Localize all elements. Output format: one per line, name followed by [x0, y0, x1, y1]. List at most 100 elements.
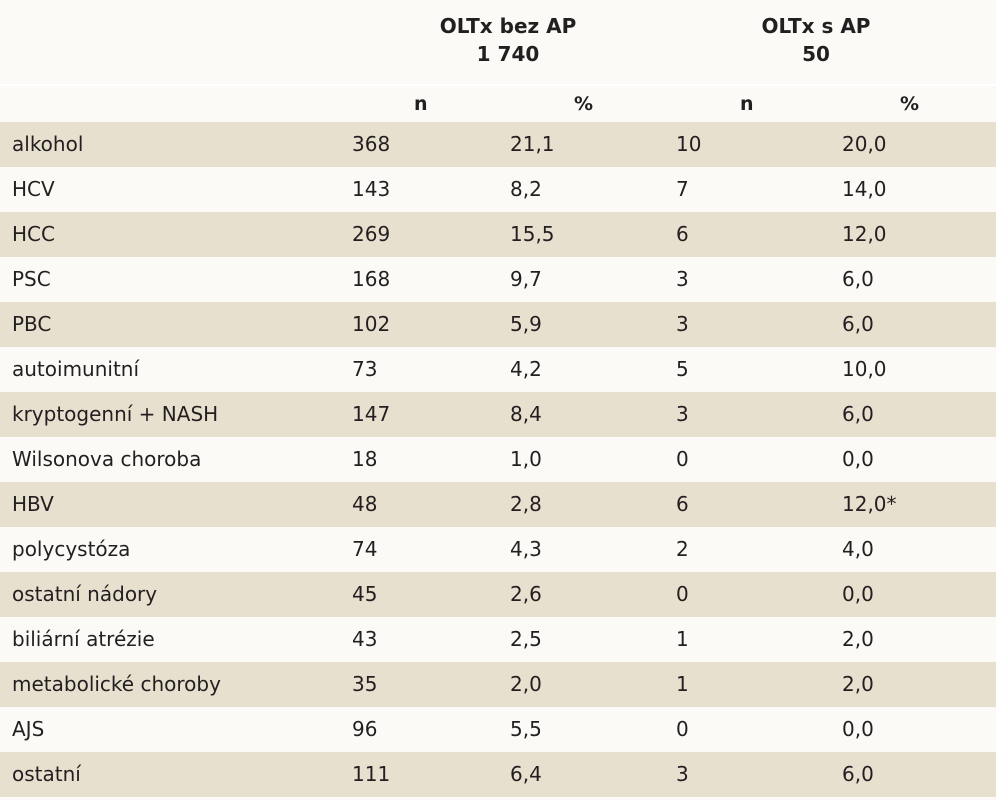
cell-percent-without-ap: 2,5	[510, 627, 542, 651]
cell-percent-without-ap: 8,4	[510, 402, 542, 426]
cell-n-without-ap: 269	[352, 222, 391, 246]
table-row: HCV 143 8,2 7 14,0	[0, 167, 996, 212]
table-row: ostatní nádory 45 2,6 0 0,0	[0, 572, 996, 617]
table-row: PBC 102 5,9 3 6,0	[0, 302, 996, 347]
table-row: metabolické choroby 35 2,0 1 2,0	[0, 662, 996, 707]
group-header-count: 1 740	[476, 42, 540, 66]
cell-n-with-ap: 2	[676, 537, 689, 561]
cell-percent-with-ap: 10,0	[842, 357, 887, 381]
table-row: autoimunitní 73 4,2 5 10,0	[0, 347, 996, 392]
cell-n-with-ap: 3	[676, 402, 689, 426]
row-label: ostatní nádory	[12, 582, 158, 606]
cell-percent-without-ap: 2,6	[510, 582, 542, 606]
cell-percent-with-ap: 6,0	[842, 312, 874, 336]
cell-percent-with-ap: 2,0	[842, 627, 874, 651]
cell-n-with-ap: 0	[676, 717, 689, 741]
cell-n-with-ap: 6	[676, 222, 689, 246]
cell-percent-without-ap: 8,2	[510, 177, 542, 201]
cell-percent-without-ap: 1,0	[510, 447, 542, 471]
row-label: ostatní	[12, 762, 81, 786]
cell-n-with-ap: 1	[676, 672, 689, 696]
cell-n-without-ap: 18	[352, 447, 378, 471]
row-label: Wilsonova choroba	[12, 447, 202, 471]
row-label: biliární atrézie	[12, 627, 155, 651]
cell-n-with-ap: 6	[676, 492, 689, 516]
column-header-n2: n	[740, 93, 754, 115]
row-label: autoimunitní	[12, 357, 140, 381]
cell-n-without-ap: 168	[352, 267, 391, 291]
table-row: HCC 269 15,5 6 12,0	[0, 212, 996, 257]
group-header-title: OLTx bez AP	[439, 14, 577, 38]
cell-percent-without-ap: 4,2	[510, 357, 542, 381]
cell-n-with-ap: 3	[676, 267, 689, 291]
column-header-percent2: %	[900, 93, 920, 115]
cell-percent-without-ap: 4,3	[510, 537, 542, 561]
cell-percent-with-ap: 6,0	[842, 762, 874, 786]
cell-percent-without-ap: 15,5	[510, 222, 555, 246]
table-row: AJS 96 5,5 0 0,0	[0, 707, 996, 752]
cell-percent-with-ap: 0,0	[842, 447, 874, 471]
sub-header-row: n % n %	[0, 84, 996, 122]
row-label: HCV	[12, 177, 55, 201]
cell-percent-without-ap: 9,7	[510, 267, 542, 291]
cell-n-without-ap: 143	[352, 177, 391, 201]
cell-n-with-ap: 7	[676, 177, 689, 201]
group-header-without-ap: OLTx bez AP 1 740	[408, 12, 608, 76]
table-row: biliární atrézie 43 2,5 1 2,0	[0, 617, 996, 662]
table-row: polycystóza 74 4,3 2 4,0	[0, 527, 996, 572]
table-row: kryptogenní + NASH 147 8,4 3 6,0	[0, 392, 996, 437]
table-row: ostatní 111 6,4 3 6,0	[0, 752, 996, 797]
cell-percent-without-ap: 21,1	[510, 132, 555, 156]
row-label: alkohol	[12, 132, 84, 156]
cell-n-with-ap: 0	[676, 447, 689, 471]
cell-n-without-ap: 96	[352, 717, 378, 741]
cell-percent-with-ap: 2,0	[842, 672, 874, 696]
cell-n-without-ap: 35	[352, 672, 378, 696]
cell-percent-with-ap: 0,0	[842, 717, 874, 741]
cell-n-without-ap: 111	[352, 762, 391, 786]
group-header-with-ap: OLTx s AP 50	[726, 12, 906, 76]
column-header-percent1: %	[574, 93, 594, 115]
cell-percent-without-ap: 6,4	[510, 762, 542, 786]
cell-percent-with-ap: 12,0	[842, 222, 887, 246]
cell-n-without-ap: 43	[352, 627, 378, 651]
row-label: AJS	[12, 717, 45, 741]
row-label: kryptogenní + NASH	[12, 402, 219, 426]
cell-n-without-ap: 74	[352, 537, 378, 561]
cell-percent-without-ap: 5,5	[510, 717, 542, 741]
cell-percent-with-ap: 6,0	[842, 267, 874, 291]
cell-n-without-ap: 147	[352, 402, 391, 426]
group-header-title: OLTx s AP	[761, 14, 871, 38]
cell-n-with-ap: 3	[676, 762, 689, 786]
cell-percent-with-ap: 14,0	[842, 177, 887, 201]
table-row: Wilsonova choroba 18 1,0 0 0,0	[0, 437, 996, 482]
cell-percent-with-ap: 20,0	[842, 132, 887, 156]
cell-percent-without-ap: 2,0	[510, 672, 542, 696]
row-label: HCC	[12, 222, 55, 246]
cell-n-without-ap: 102	[352, 312, 391, 336]
row-label: HBV	[12, 492, 54, 516]
cell-n-with-ap: 3	[676, 312, 689, 336]
row-label: PSC	[12, 267, 51, 291]
cell-n-without-ap: 45	[352, 582, 378, 606]
table-row: alkohol 368 21,1 10 20,0	[0, 122, 996, 167]
cell-n-without-ap: 368	[352, 132, 391, 156]
cell-percent-with-ap: 0,0	[842, 582, 874, 606]
group-header-count: 50	[802, 42, 830, 66]
cell-n-with-ap: 5	[676, 357, 689, 381]
cell-n-with-ap: 1	[676, 627, 689, 651]
cell-n-with-ap: 0	[676, 582, 689, 606]
table-body: alkohol 368 21,1 10 20,0 HCV 143 8,2 7 14,0 HCC 269…	[0, 122, 996, 797]
cell-n-with-ap: 10	[676, 132, 702, 156]
cell-percent-without-ap: 5,9	[510, 312, 542, 336]
row-label: polycystóza	[12, 537, 131, 561]
row-label: metabolické choroby	[12, 672, 221, 696]
cell-percent-with-ap: 12,0*	[842, 492, 897, 516]
table-row: PSC 168 9,7 3 6,0	[0, 257, 996, 302]
table-row: HBV 48 2,8 6 12,0*	[0, 482, 996, 527]
cell-n-without-ap: 73	[352, 357, 378, 381]
cell-percent-with-ap: 6,0	[842, 402, 874, 426]
cell-percent-without-ap: 2,8	[510, 492, 542, 516]
row-label: PBC	[12, 312, 52, 336]
